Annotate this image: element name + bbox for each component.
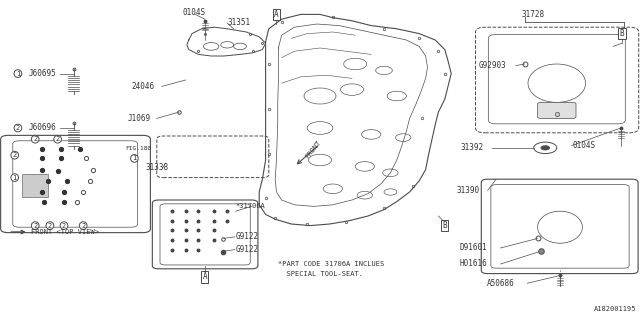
Text: A182001195: A182001195 [595, 306, 637, 312]
Text: 1: 1 [16, 71, 20, 76]
Text: 2: 2 [81, 223, 85, 228]
Text: 2: 2 [33, 136, 37, 142]
Text: *PART CODE 31706A INCLUES: *PART CODE 31706A INCLUES [278, 261, 385, 267]
Text: FRONT <TOP VIEW>: FRONT <TOP VIEW> [31, 229, 99, 235]
Text: B: B [620, 29, 625, 38]
Text: 2: 2 [16, 125, 20, 131]
Text: *31706A: *31706A [236, 204, 265, 209]
Text: J60696: J60696 [28, 124, 56, 132]
Text: D91601: D91601 [460, 244, 487, 252]
Text: 31390: 31390 [457, 186, 480, 195]
Text: 2: 2 [62, 223, 66, 228]
Text: J60695: J60695 [28, 69, 56, 78]
Text: 1: 1 [13, 175, 17, 180]
Text: 0104S: 0104S [573, 141, 596, 150]
Text: A: A [274, 10, 279, 19]
Text: 31392: 31392 [461, 143, 484, 152]
Text: 2: 2 [33, 223, 37, 228]
Text: 31351: 31351 [227, 18, 250, 27]
Text: 31338: 31338 [146, 164, 169, 172]
Text: A: A [202, 272, 207, 281]
Text: 0104S: 0104S [182, 8, 205, 17]
Text: G9122: G9122 [236, 245, 259, 254]
Text: 2: 2 [48, 223, 52, 228]
Text: 24046: 24046 [131, 82, 154, 91]
FancyBboxPatch shape [538, 102, 576, 118]
Text: 2: 2 [56, 136, 60, 142]
Text: H01616: H01616 [460, 260, 487, 268]
Text: 1: 1 [132, 156, 136, 161]
Text: FIG.180: FIG.180 [125, 146, 151, 151]
Circle shape [541, 146, 550, 150]
Text: G9122: G9122 [236, 232, 259, 241]
Bar [22, 174, 48, 197]
Text: B: B [442, 221, 447, 230]
Text: 31728: 31728 [522, 10, 545, 19]
Text: FRONT: FRONT [304, 139, 322, 159]
Text: A50686: A50686 [486, 279, 514, 288]
Text: 2: 2 [13, 152, 17, 158]
Text: G92903: G92903 [479, 61, 506, 70]
Text: SPECIAL TOOL-SEAT.: SPECIAL TOOL-SEAT. [278, 271, 364, 276]
Text: J1069: J1069 [128, 114, 151, 123]
